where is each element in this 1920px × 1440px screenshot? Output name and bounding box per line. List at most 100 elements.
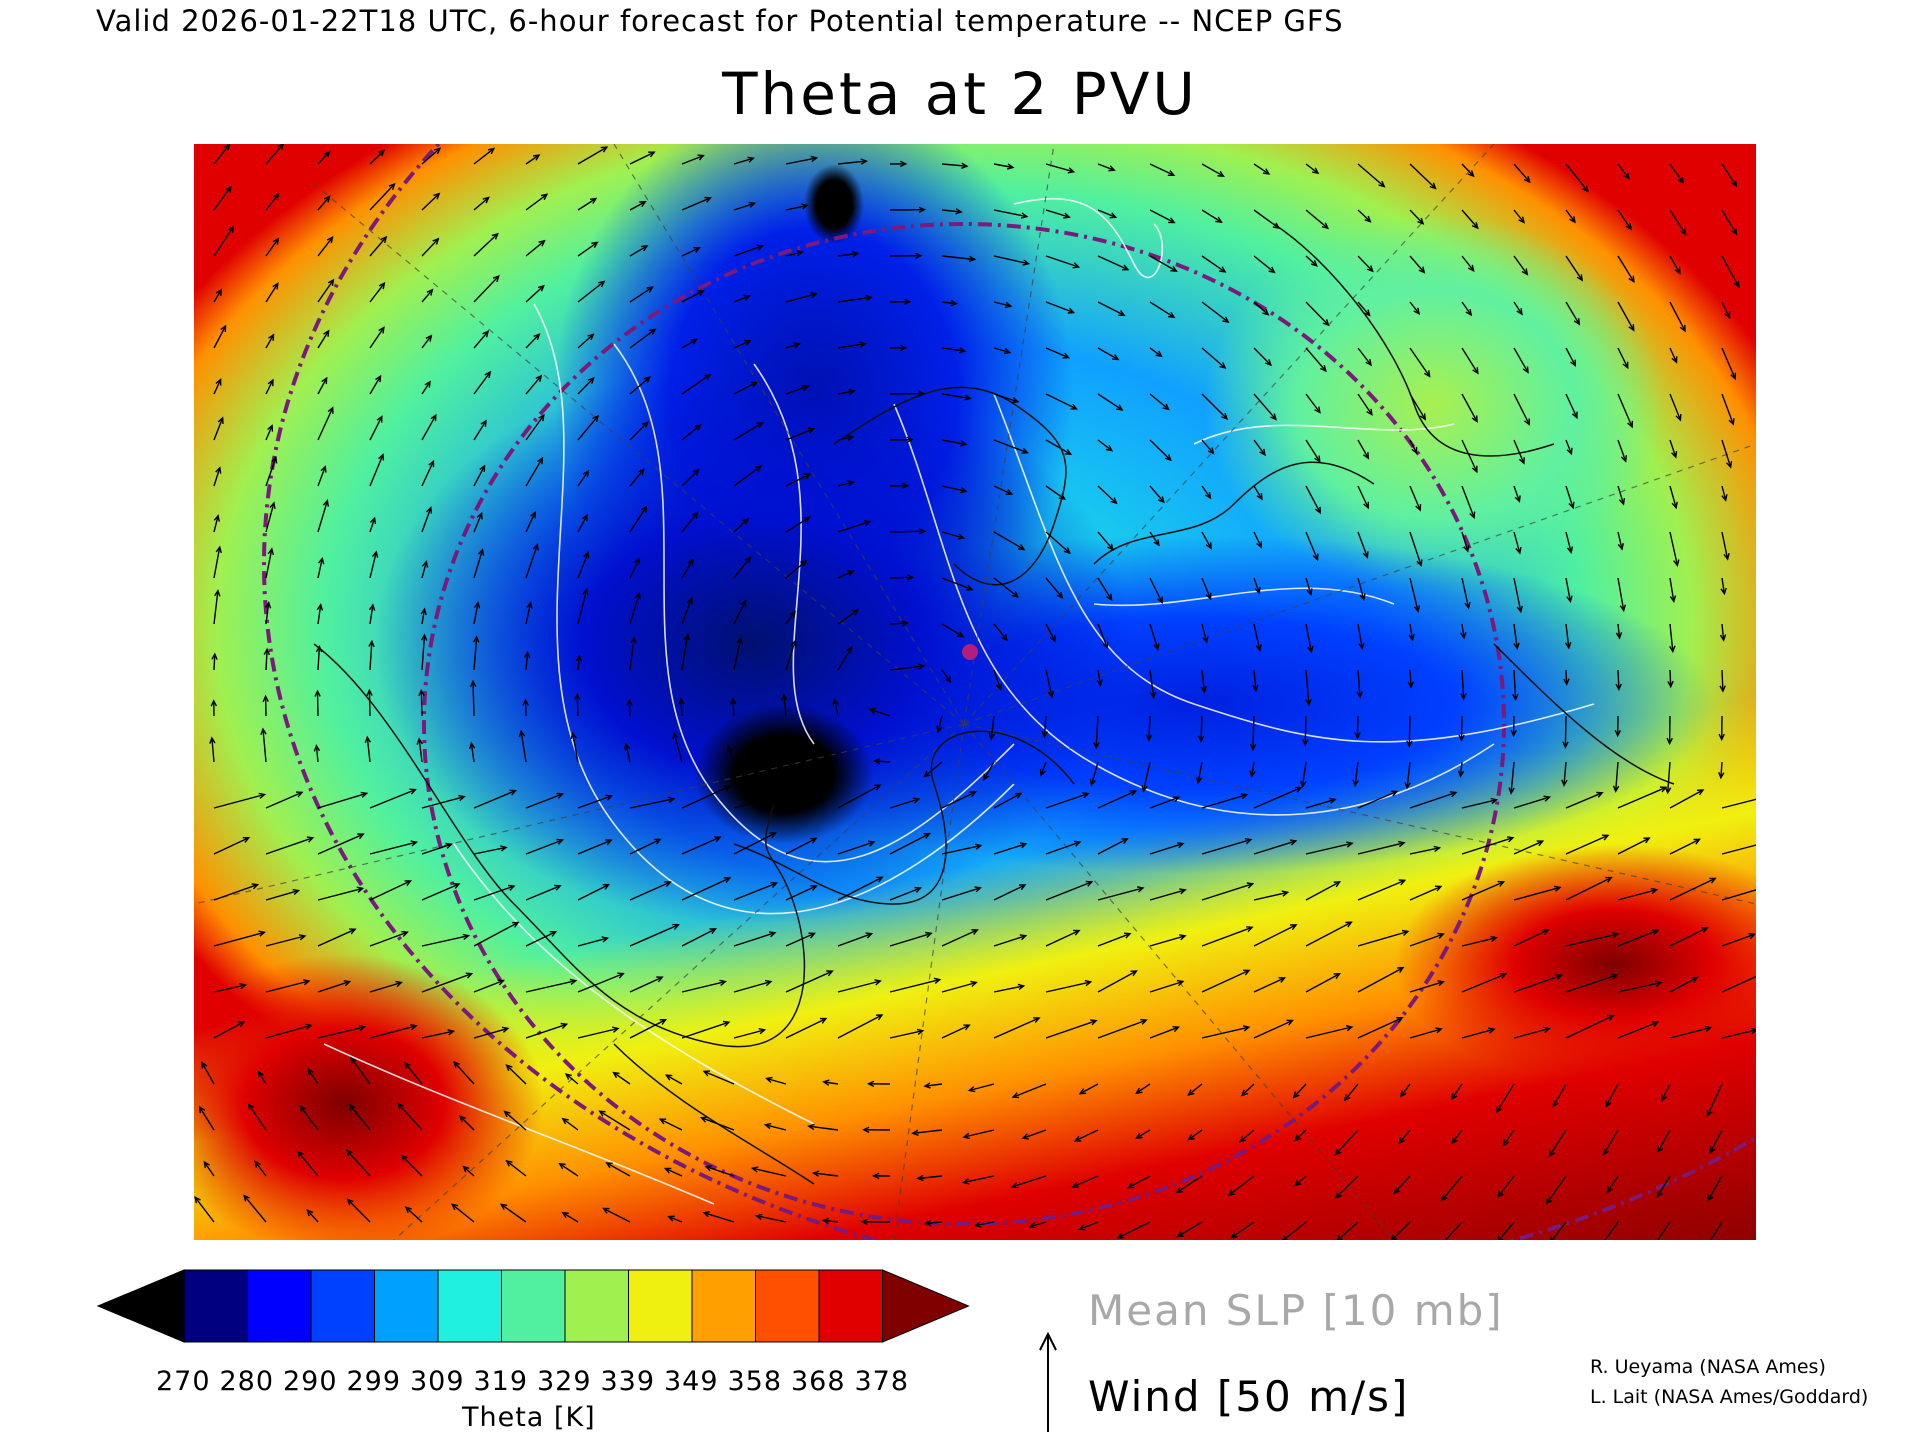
wind-arrow-head [649, 328, 657, 335]
wind-arrow-head [194, 1196, 201, 1204]
wind-arrow-head [912, 797, 921, 804]
wind-arrow-head [819, 1017, 828, 1024]
wind-arrow [1513, 840, 1543, 855]
wind-arrow [577, 1027, 619, 1039]
wind-arrow [473, 549, 484, 579]
wind-arrow-head [811, 1170, 820, 1177]
wind-arrow [1253, 531, 1262, 548]
wind-arrow [258, 1071, 267, 1085]
wind-arrow [1200, 715, 1203, 742]
wind-arrow [1357, 842, 1405, 855]
wind-arrow-head [1292, 1091, 1300, 1099]
wind-arrow-head [420, 633, 428, 641]
wind-arrow-head [1010, 1182, 1019, 1189]
wind-arrow-head [215, 378, 222, 386]
wind-arrow [993, 577, 1019, 598]
wind-arrow [559, 1163, 579, 1177]
wind-arrow [733, 422, 763, 441]
wind-arrow [629, 151, 655, 165]
wind-arrow-head [1671, 356, 1678, 364]
wind-arrow-head [1082, 792, 1090, 799]
wind-arrow [1564, 715, 1567, 748]
wind-arrow-head [277, 144, 284, 150]
wind-arrow-head [215, 466, 222, 474]
wind-arrow [1667, 761, 1671, 793]
wind-legend: Wind [50 m/s] [1088, 1372, 1410, 1421]
wind-arrow-head [811, 798, 819, 805]
wind-arrow [1721, 209, 1738, 235]
wind-arrow [681, 290, 704, 303]
wind-arrow-head [587, 376, 595, 385]
wind-arrow-head [575, 654, 583, 662]
wind-arrow [889, 576, 913, 579]
wind-arrow [837, 933, 872, 947]
wind-arrow-head [803, 516, 811, 523]
wind-arrow [248, 1104, 267, 1131]
wind-arrow-head [872, 1172, 880, 1180]
wind-arrow [1721, 255, 1740, 288]
wind-arrow [525, 652, 529, 671]
wind-arrow [673, 732, 683, 763]
wind-arrow [1149, 347, 1162, 357]
wind-arrow-head [299, 1105, 307, 1113]
wind-arrow-head [1605, 876, 1613, 883]
wind-arrow [1252, 715, 1255, 750]
wind-arrow [628, 700, 631, 717]
wind-arrow-head [468, 741, 476, 750]
wind-arrow-head [1064, 448, 1073, 455]
wind-arrow-head [966, 584, 974, 591]
wind-arrow-head [225, 185, 232, 193]
wind-arrow [525, 154, 540, 165]
wind-arrow [1357, 1017, 1403, 1039]
wind-arrow-head [1110, 497, 1118, 505]
wind-arrow [1305, 393, 1321, 413]
wind-arrow [1241, 1083, 1255, 1096]
wind-arrow [577, 589, 588, 625]
wind-arrow [1409, 301, 1420, 315]
wind-arrow [1253, 977, 1285, 993]
wind-arrow-head [1424, 370, 1431, 378]
wind-arrow-head [1177, 842, 1185, 849]
wind-arrow-head [918, 206, 927, 214]
wind-arrow-head [1314, 506, 1321, 515]
wind-arrow-head [1566, 546, 1574, 554]
wind-arrow-head [1521, 268, 1529, 276]
wind-arrow-head [433, 147, 442, 155]
wind-arrow [369, 841, 417, 855]
wind-arrow-head [1217, 170, 1225, 177]
wind-arrow [1669, 838, 1700, 855]
colorbar-swatch [628, 1269, 693, 1343]
wind-arrow [1548, 1129, 1567, 1157]
wind-arrow [733, 340, 751, 349]
wind-arrow-head [656, 976, 664, 983]
colorbar-label: Theta [K] [462, 1402, 596, 1433]
wind-arrow-head [424, 380, 431, 388]
wind-arrow-head [1089, 778, 1096, 787]
colorbar-swatch [755, 1269, 820, 1343]
wind-arrow-head [1321, 222, 1330, 230]
wind-arrow-head [569, 978, 578, 985]
wind-arrow [813, 1172, 839, 1177]
wind-arrow-head [1362, 551, 1369, 559]
wind-arrow-head [453, 1060, 460, 1068]
wind-arrow [1409, 623, 1414, 641]
wind-arrow-head [957, 533, 966, 540]
wind-arrow [1669, 301, 1686, 332]
wind-arrow-head [1047, 690, 1055, 699]
wind-arrow [1721, 393, 1734, 425]
wind-arrow [613, 1072, 631, 1085]
wind-arrow [524, 699, 527, 717]
wind-arrow [213, 226, 234, 257]
wind-arrow-head [1070, 403, 1078, 410]
wind-arrow-head [1262, 308, 1270, 316]
wind-arrow-head [292, 888, 301, 896]
wind-arrow [525, 931, 557, 947]
wind-arrow-head [1014, 792, 1023, 799]
wind-arrow [733, 600, 747, 625]
wind-arrow-head [664, 881, 672, 888]
wind-arrow-head [1293, 1179, 1302, 1187]
wind-arrow-head [1364, 215, 1372, 223]
wind-arrow-head [866, 1080, 875, 1088]
wind-arrow-head [582, 588, 589, 596]
wind-arrow [1461, 1028, 1495, 1039]
